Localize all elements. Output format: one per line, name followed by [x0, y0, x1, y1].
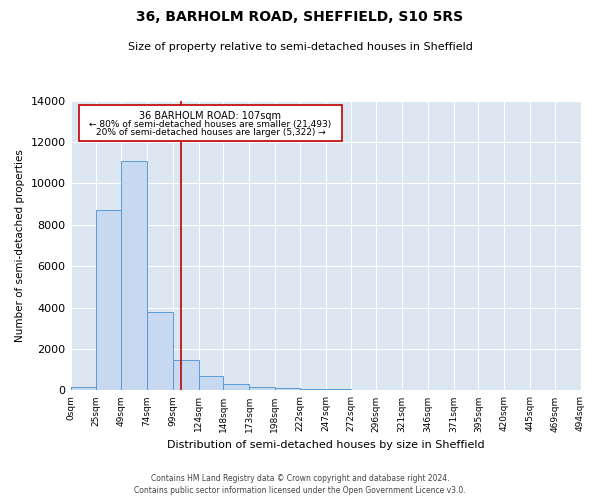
- Text: Size of property relative to semi-detached houses in Sheffield: Size of property relative to semi-detach…: [128, 42, 472, 52]
- Bar: [199, 376, 223, 390]
- Bar: [71, 388, 97, 390]
- Bar: [223, 384, 249, 390]
- Text: 20% of semi-detached houses are larger (5,322) →: 20% of semi-detached houses are larger (…: [95, 128, 325, 137]
- Y-axis label: Number of semi-detached properties: Number of semi-detached properties: [15, 149, 25, 342]
- FancyBboxPatch shape: [79, 104, 342, 141]
- Text: 36, BARHOLM ROAD, SHEFFIELD, S10 5RS: 36, BARHOLM ROAD, SHEFFIELD, S10 5RS: [136, 10, 464, 24]
- Bar: [173, 360, 199, 390]
- Text: Contains HM Land Registry data © Crown copyright and database right 2024.
Contai: Contains HM Land Registry data © Crown c…: [134, 474, 466, 495]
- Bar: [97, 210, 121, 390]
- Bar: [275, 388, 300, 390]
- Bar: [121, 160, 147, 390]
- Text: ← 80% of semi-detached houses are smaller (21,493): ← 80% of semi-detached houses are smalle…: [89, 120, 332, 128]
- Bar: [147, 312, 173, 390]
- Bar: [300, 389, 326, 390]
- Bar: [249, 386, 275, 390]
- Text: 36 BARHOLM ROAD: 107sqm: 36 BARHOLM ROAD: 107sqm: [139, 112, 281, 122]
- X-axis label: Distribution of semi-detached houses by size in Sheffield: Distribution of semi-detached houses by …: [167, 440, 484, 450]
